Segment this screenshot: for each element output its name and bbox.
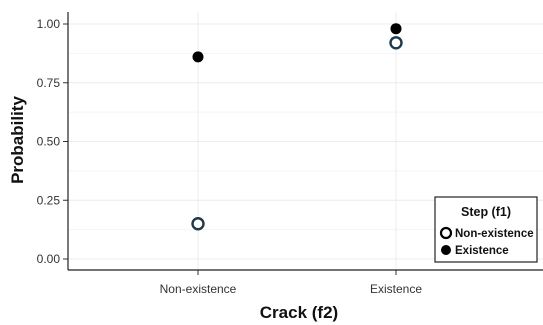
data-point-hollow [191,217,205,231]
y-tick-label: 0.25 [37,193,61,207]
data-point-filled [390,23,402,35]
x-axis-title: Crack (f2) [260,303,338,322]
x-tick-label: Existence [370,282,422,296]
legend-title: Step (f1) [461,205,511,219]
legend-label-non-existence: Non-existence [455,228,534,240]
legend-box [434,196,538,263]
y-tick-label: 1.00 [37,17,61,31]
axis-layer [63,12,543,275]
legend-filled-circle-marker [441,245,451,255]
x-tick-label: Non-existence [160,282,237,296]
data-point-hollow [389,36,403,50]
y-tick-label: 0.75 [37,76,61,90]
data-points [191,23,403,231]
y-tick-label: 0.00 [37,252,61,266]
tick-labels: 0.00 0.25 0.50 0.75 1.00 Non-existence Existen… [37,17,423,296]
y-axis-title: Probability [8,96,27,184]
legend-label-existence: Existence [455,245,509,257]
grid-layer [68,12,543,270]
legend-hollow-circle-marker [439,226,453,240]
legend: Step (f1) Non-existence Existence [434,196,538,263]
y-tick-label: 0.50 [37,135,61,149]
data-point-filled [192,51,204,63]
